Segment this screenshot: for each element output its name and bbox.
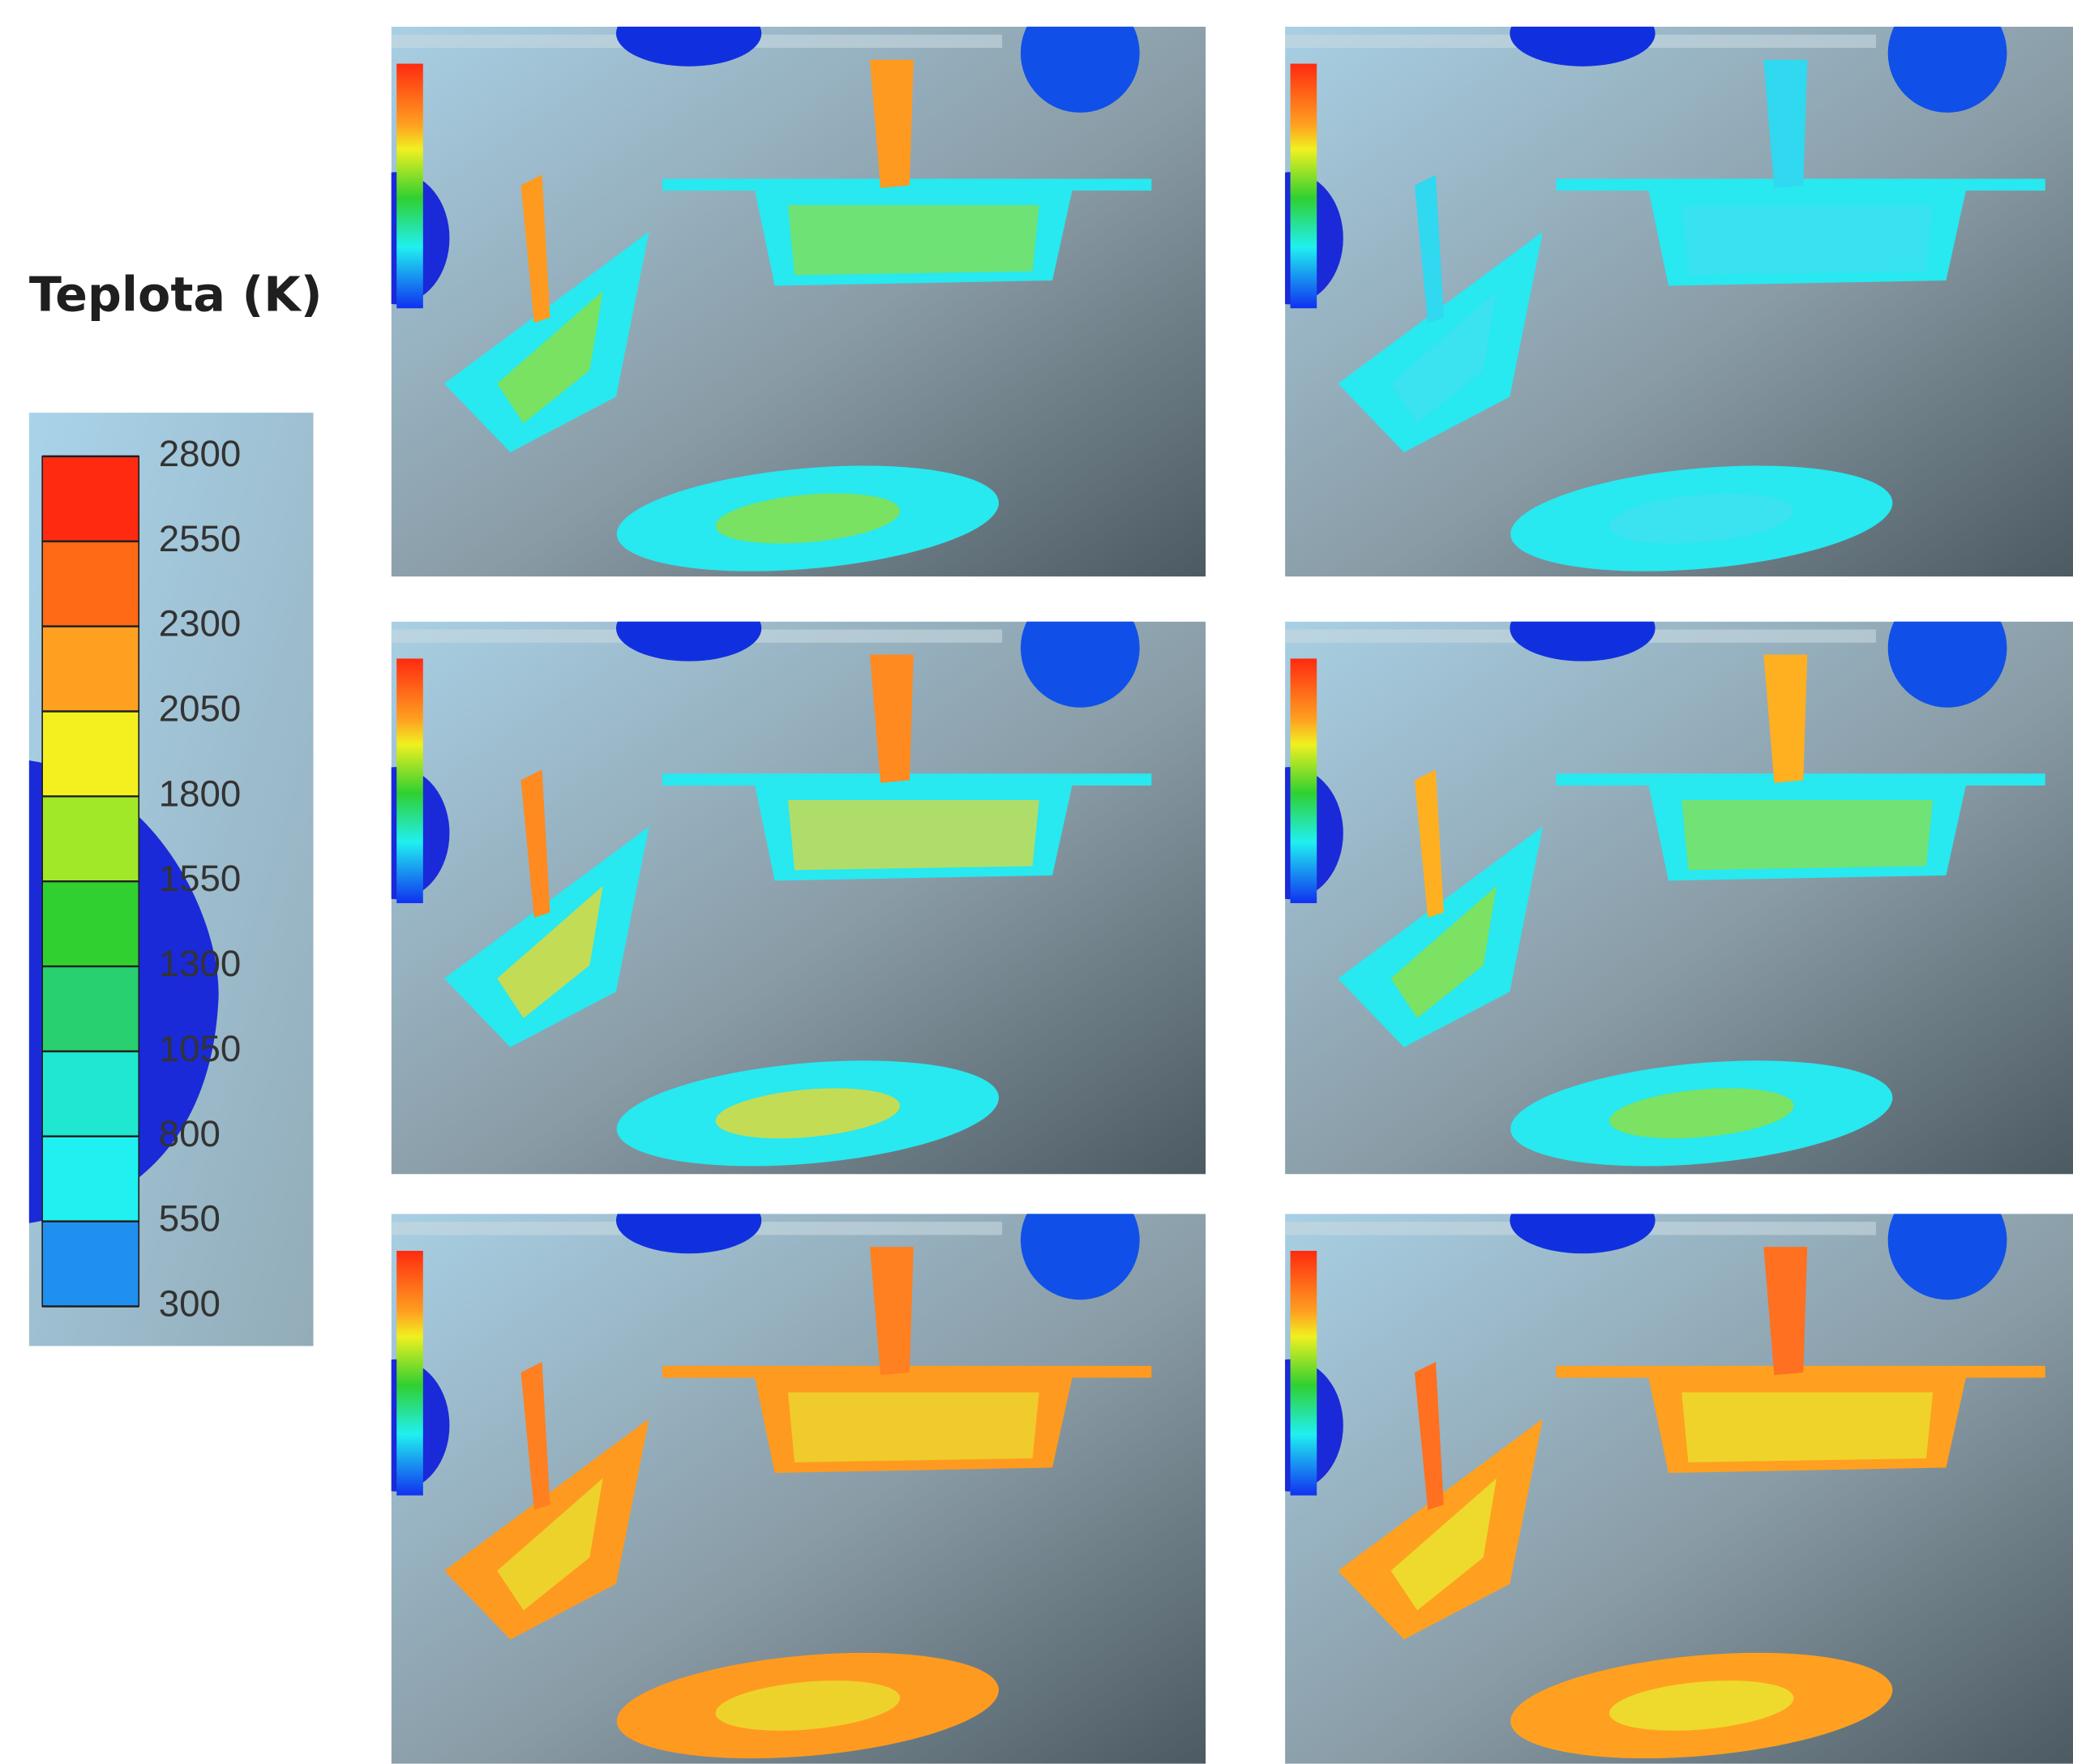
- mini-color-bar: [396, 1251, 423, 1496]
- color-band: [42, 456, 139, 542]
- mini-color-bar: [396, 658, 423, 903]
- blue-blob: [616, 595, 761, 662]
- panels: [344, 0, 2073, 1764]
- tick-label: 1050: [159, 1028, 242, 1069]
- simulation-panel: [1237, 0, 2073, 585]
- color-band: [42, 966, 139, 1051]
- basin-patch: [1681, 205, 1933, 275]
- panel-content: [344, 1181, 1206, 1764]
- mini-color-bar: [1291, 64, 1317, 309]
- legend-title: Teplota (K): [29, 268, 323, 323]
- panel-content: [1237, 589, 2073, 1180]
- blue-blob: [1510, 1188, 1655, 1254]
- blue-blob: [1888, 589, 2007, 708]
- basin-patch: [788, 800, 1039, 870]
- mini-color-bar: [1291, 658, 1317, 903]
- tick-label: 2800: [159, 433, 242, 474]
- basin-patch: [788, 1392, 1039, 1462]
- color-band: [42, 1222, 139, 1307]
- blue-blob: [1510, 595, 1655, 662]
- tick-label: 300: [159, 1283, 221, 1325]
- color-band: [42, 796, 139, 881]
- mini-color-bar: [1291, 1251, 1317, 1496]
- simulation-panel: [344, 0, 1206, 585]
- blue-blob: [1888, 1181, 2007, 1300]
- panel-content: [1237, 0, 2073, 585]
- tick-label: 1800: [159, 773, 242, 814]
- basin-patch: [1681, 1392, 1933, 1462]
- color-band: [42, 542, 139, 627]
- panel-content: [344, 589, 1206, 1180]
- simulation-panel: [344, 589, 1206, 1180]
- color-band: [42, 881, 139, 966]
- tick-label: 2050: [159, 688, 242, 730]
- basin-patch: [1681, 800, 1933, 870]
- tick-label: 1550: [159, 858, 242, 899]
- color-band: [42, 1137, 139, 1222]
- blue-blob: [1021, 1181, 1140, 1300]
- tick-label: 800: [159, 1113, 221, 1154]
- simulation-panel: [1237, 589, 2073, 1180]
- tick-label: 1300: [159, 943, 242, 984]
- color-band: [42, 627, 139, 712]
- color-band: [42, 711, 139, 796]
- figure: Teplota (K) 2800 2550 2300 2050 1800 1550 1300…: [0, 0, 2073, 1764]
- color-band: [42, 1051, 139, 1137]
- blue-blob: [1510, 0, 1655, 66]
- panel-content: [344, 0, 1206, 585]
- simulation-panel: [1237, 1181, 2073, 1764]
- mini-color-bar: [396, 64, 423, 309]
- tick-label: 550: [159, 1198, 221, 1240]
- basin-patch: [788, 205, 1039, 275]
- blue-blob: [616, 0, 761, 66]
- blue-blob: [1021, 589, 1140, 708]
- tick-label: 2300: [159, 603, 242, 644]
- tick-label: 2550: [159, 518, 242, 559]
- simulation-panel: [344, 1181, 1206, 1764]
- panel-content: [1237, 1181, 2073, 1764]
- blue-blob: [616, 1188, 761, 1254]
